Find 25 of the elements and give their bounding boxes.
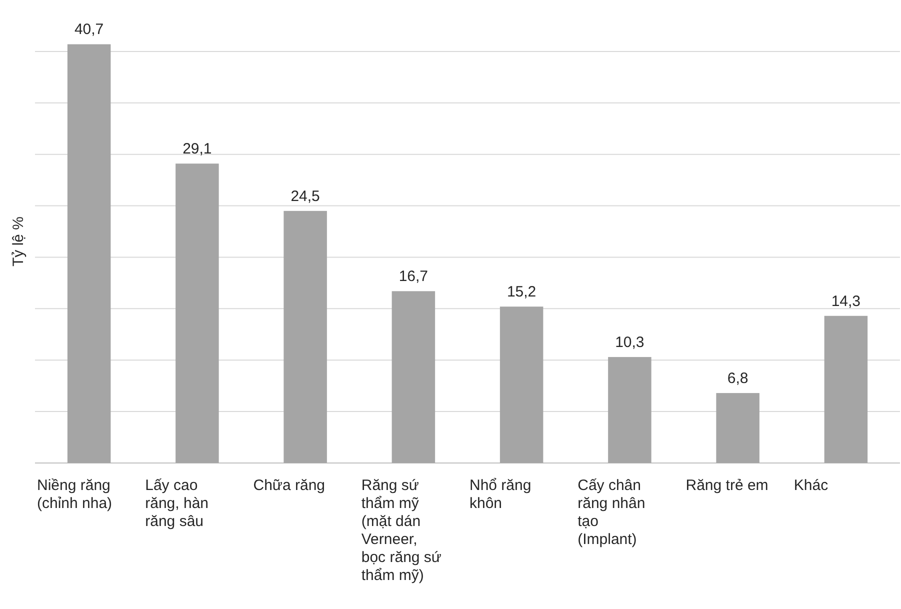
data-label: 24,5 [290, 188, 320, 205]
data-label: 10,3 [615, 334, 644, 352]
bar [67, 44, 111, 463]
x-tick-label: Răng sứ thẩm mỹ (mặt dán Verneer, bọc răng sứ thẩm mỹ) [361, 477, 442, 584]
bar [392, 291, 436, 463]
x-tick-label: Cấy chân răng nhân tạo (Implant) [578, 477, 646, 548]
x-tick-label: Khác [794, 477, 829, 494]
x-tick-label: Lấy cao răng, hàn răng sâu [145, 477, 209, 530]
x-tick-label: Răng trẻ em [686, 477, 768, 494]
bar [176, 164, 219, 463]
bar [824, 316, 868, 463]
data-label: 40,7 [74, 21, 104, 38]
data-label: 14,3 [831, 292, 861, 310]
data-label: 15,2 [506, 284, 536, 301]
data-label: 16,7 [398, 268, 428, 286]
bar [284, 210, 327, 463]
x-tick-label: Chữa răng [253, 477, 325, 494]
x-tick-label: Nhổ răng khôn [470, 477, 532, 512]
bar [716, 393, 760, 463]
bar [608, 357, 652, 463]
y-axis-title: Tỷ lệ % [10, 216, 27, 267]
x-tick-label: Niềng răng (chỉnh nha) [37, 477, 112, 512]
data-label: 29,1 [182, 140, 212, 158]
data-label: 6,8 [727, 370, 748, 388]
bar [500, 306, 544, 463]
